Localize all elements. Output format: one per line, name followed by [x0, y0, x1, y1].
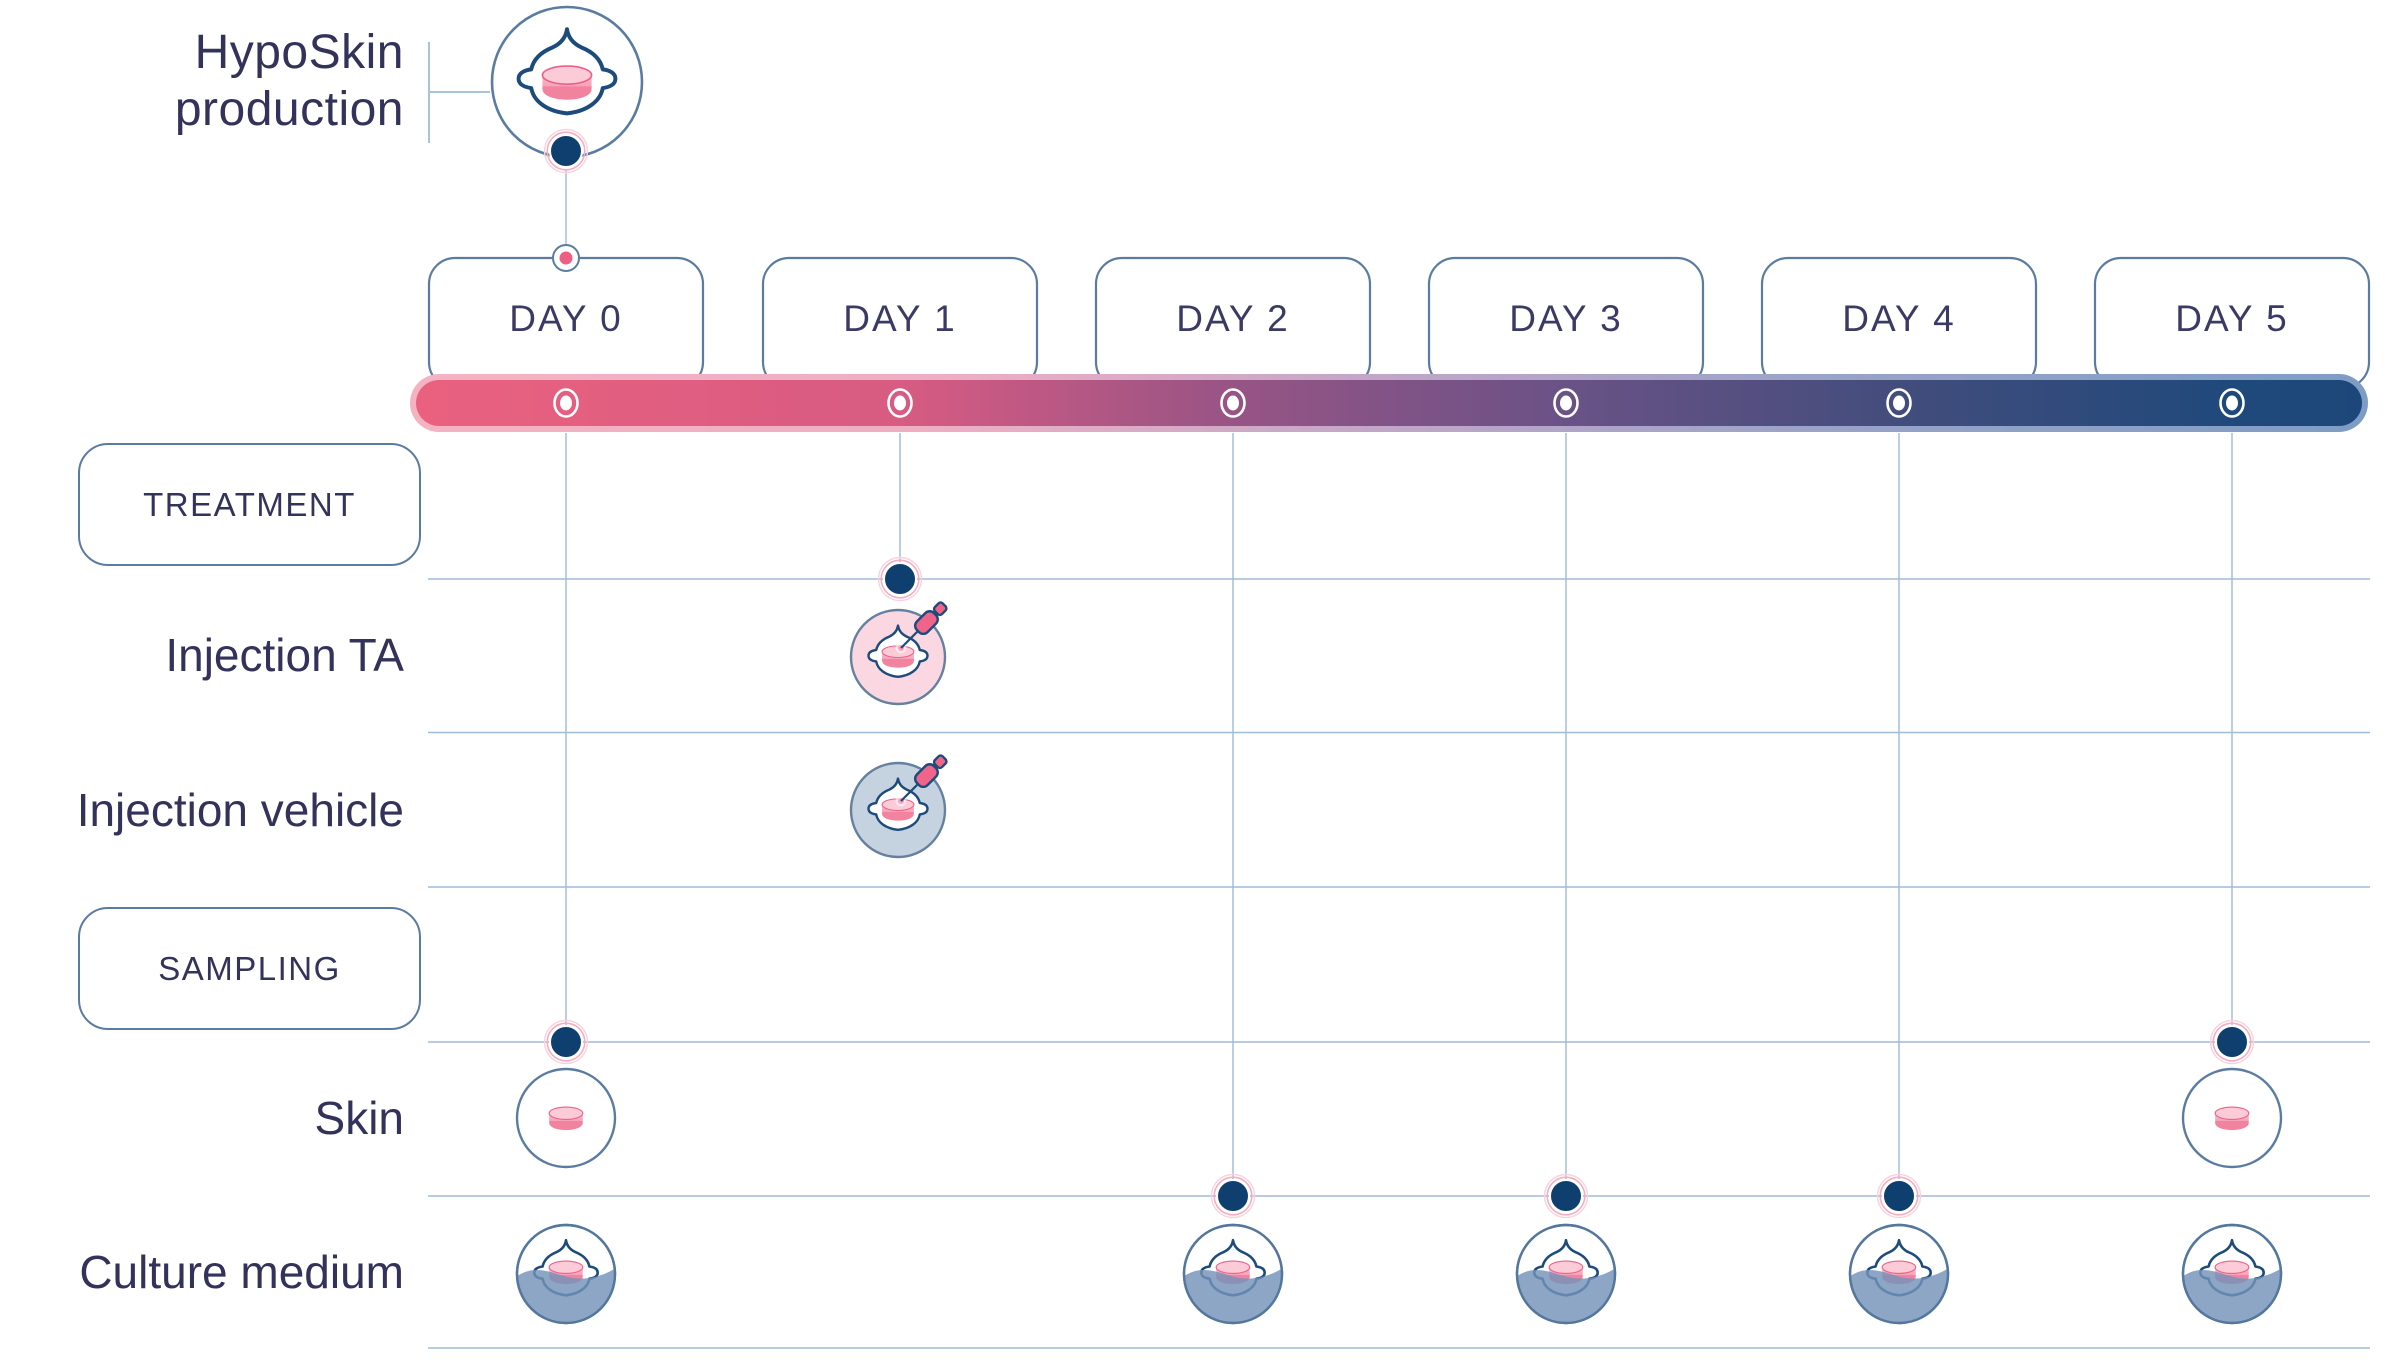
navy-dot-icon	[1543, 1173, 1589, 1219]
navy-dot-icon	[2209, 1019, 2255, 1065]
column-lines	[565, 169, 2233, 1194]
production-marker-dot	[543, 128, 589, 174]
explant-in-medium-icon	[2182, 1225, 2282, 1324]
day-label-4: DAY 4	[1842, 298, 1956, 339]
explant-in-medium-icon	[1849, 1225, 1949, 1324]
navy-dot-icon	[1210, 1173, 1256, 1219]
day-label-3: DAY 3	[1509, 298, 1623, 339]
day-label-1: DAY 1	[843, 298, 957, 339]
row-label-skin: Skin	[314, 1092, 404, 1144]
title-bracket	[428, 42, 490, 143]
section-sampling: SAMPLING	[78, 907, 421, 1030]
navy-dot-icon	[543, 1019, 589, 1065]
section-treatment: TREATMENT	[78, 443, 421, 566]
day-boxes	[427, 256, 2371, 390]
day-label-2: DAY 2	[1176, 298, 1290, 339]
skin-biopsy-icon	[517, 1069, 615, 1167]
syringe-injection-blue-icon	[851, 753, 949, 857]
row-label-injection-vehicle: Injection vehicle	[76, 784, 404, 836]
skin-biopsy-icon	[2183, 1069, 2281, 1167]
row-label-culture-medium: Culture medium	[79, 1246, 404, 1298]
row-label-injection-ta: Injection TA	[165, 629, 404, 681]
day-label-0: DAY 0	[509, 298, 623, 339]
explant-in-medium-icon	[516, 1225, 616, 1324]
timeline-bar	[416, 380, 2362, 426]
title-line1: HypoSkin	[194, 26, 404, 79]
title-line2: production	[174, 83, 404, 136]
page-title: HypoSkin production	[0, 24, 404, 138]
syringe-injection-pink-icon	[851, 600, 949, 704]
row-lines	[428, 578, 2370, 1349]
navy-dot-icon	[877, 556, 923, 602]
explant-in-medium-icon	[1183, 1225, 1283, 1324]
day-label-5: DAY 5	[2175, 298, 2289, 339]
explant-in-medium-icon	[1516, 1225, 1616, 1324]
navy-dot-icon	[1876, 1173, 1922, 1219]
